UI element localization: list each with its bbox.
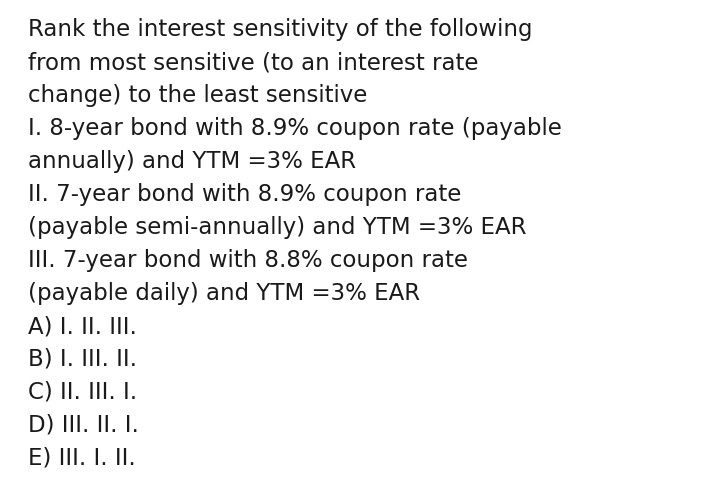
- Text: annually) and YTM =3% EAR: annually) and YTM =3% EAR: [28, 150, 356, 173]
- Text: I. 8-year bond with 8.9% coupon rate (payable: I. 8-year bond with 8.9% coupon rate (pa…: [28, 117, 562, 140]
- Text: from most sensitive (to an interest rate: from most sensitive (to an interest rate: [28, 51, 478, 74]
- Text: III. 7-year bond with 8.8% coupon rate: III. 7-year bond with 8.8% coupon rate: [28, 248, 468, 272]
- Text: change) to the least sensitive: change) to the least sensitive: [28, 84, 367, 107]
- Text: D) III. II. I.: D) III. II. I.: [28, 413, 139, 436]
- Text: A) I. II. III.: A) I. II. III.: [28, 314, 137, 337]
- Text: B) I. III. II.: B) I. III. II.: [28, 347, 137, 370]
- Text: E) III. I. II.: E) III. I. II.: [28, 446, 136, 469]
- Text: C) II. III. I.: C) II. III. I.: [28, 380, 137, 403]
- Text: Rank the interest sensitivity of the following: Rank the interest sensitivity of the fol…: [28, 18, 533, 41]
- Text: II. 7-year bond with 8.9% coupon rate: II. 7-year bond with 8.9% coupon rate: [28, 183, 461, 205]
- Text: (payable semi-annually) and YTM =3% EAR: (payable semi-annually) and YTM =3% EAR: [28, 215, 526, 238]
- Text: (payable daily) and YTM =3% EAR: (payable daily) and YTM =3% EAR: [28, 282, 420, 305]
